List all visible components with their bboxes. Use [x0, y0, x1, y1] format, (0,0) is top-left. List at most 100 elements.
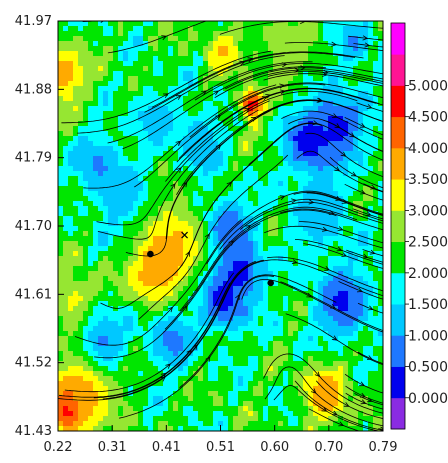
heatmap-cell [123, 231, 129, 237]
heatmap-cell [253, 146, 259, 152]
heatmap-cell [203, 216, 209, 222]
heatmap-cell [133, 381, 139, 387]
heatmap-cell [318, 391, 324, 397]
heatmap-cell [183, 366, 189, 372]
heatmap-cell [303, 221, 309, 227]
heatmap-cell [368, 271, 374, 277]
heatmap-cell [308, 196, 314, 202]
heatmap-cell [333, 231, 339, 237]
heatmap-cell [128, 86, 134, 92]
heatmap-cell [348, 41, 354, 47]
heatmap-cell [183, 161, 189, 167]
heatmap-cell [288, 311, 294, 317]
heatmap-cell [183, 361, 189, 367]
heatmap-cell [318, 346, 324, 352]
heatmap-cell [328, 191, 334, 197]
heatmap-cell [178, 261, 184, 267]
heatmap-cell [73, 166, 79, 172]
heatmap-cell [268, 356, 274, 362]
heatmap-cell [303, 401, 309, 407]
heatmap-cell [58, 301, 64, 307]
heatmap-cell [123, 221, 129, 227]
heatmap-cell [298, 131, 304, 137]
heatmap-cell [173, 336, 179, 342]
heatmap-cell [308, 291, 314, 297]
heatmap-cell [203, 166, 209, 172]
heatmap-cell [248, 351, 254, 357]
heatmap-cell [283, 121, 289, 127]
heatmap-cell [173, 36, 179, 42]
heatmap-cell [78, 311, 84, 317]
heatmap-cell [333, 106, 339, 112]
heatmap-cell [213, 226, 219, 232]
heatmap-cell [73, 26, 79, 32]
heatmap-cell [113, 246, 119, 252]
heatmap-cell [323, 211, 329, 217]
heatmap-cell [158, 241, 164, 247]
heatmap-cell [368, 191, 374, 197]
heatmap-cell [378, 121, 383, 127]
heatmap-cell [83, 161, 89, 167]
heatmap-cell [158, 81, 164, 87]
heatmap-cell [223, 166, 229, 172]
heatmap-cell [198, 186, 204, 192]
heatmap-cell [133, 361, 139, 367]
heatmap-cell [343, 31, 349, 37]
heatmap-cell [268, 141, 274, 147]
heatmap-cell [373, 331, 379, 337]
heatmap-cell [293, 156, 299, 162]
heatmap-cell [138, 326, 144, 332]
heatmap-cell [93, 256, 99, 262]
heatmap-cell [103, 316, 109, 322]
heatmap-cell [153, 151, 159, 157]
heatmap-cell [58, 361, 64, 367]
heatmap-cell [148, 301, 154, 307]
heatmap-cell [358, 261, 364, 267]
heatmap-cell [83, 206, 89, 212]
heatmap-cell [258, 46, 264, 52]
heatmap-cell [143, 106, 149, 112]
heatmap-cell [128, 26, 134, 32]
heatmap-cell [228, 276, 234, 282]
heatmap-cell [223, 211, 229, 217]
heatmap-cell [193, 136, 199, 142]
heatmap-cell [143, 46, 149, 52]
heatmap-cell [198, 51, 204, 57]
heatmap-cell [183, 261, 189, 267]
heatmap-cell [343, 171, 349, 177]
heatmap-cell [298, 321, 304, 327]
heatmap-cell [113, 116, 119, 122]
heatmap-cell [343, 56, 349, 62]
heatmap-cell [148, 391, 154, 397]
heatmap-cell [183, 136, 189, 142]
heatmap-cell [253, 131, 259, 137]
heatmap-cell [278, 96, 284, 102]
heatmap-cell [223, 36, 229, 42]
heatmap-cell [258, 56, 264, 62]
heatmap-cell [278, 231, 284, 237]
heatmap-cell [188, 281, 194, 287]
heatmap-cell [273, 86, 279, 92]
heatmap-cell [248, 311, 254, 317]
heatmap-cell [173, 216, 179, 222]
heatmap-cell [293, 271, 299, 277]
heatmap-cell [153, 206, 159, 212]
heatmap-cell [223, 336, 229, 342]
heatmap-cell [123, 41, 129, 47]
heatmap-cell [298, 151, 304, 157]
heatmap-cell [258, 271, 264, 277]
heatmap-cell [238, 101, 244, 107]
heatmap-cell [353, 301, 359, 307]
heatmap-cell [158, 61, 164, 67]
heatmap-cell [328, 116, 334, 122]
heatmap-cell [218, 321, 224, 327]
heatmap-cell [83, 26, 89, 32]
heatmap-cell [118, 246, 124, 252]
heatmap-cell [203, 336, 209, 342]
heatmap-cell [248, 266, 254, 272]
heatmap-cell [253, 366, 259, 372]
heatmap-cell [93, 401, 99, 407]
heatmap-cell [103, 271, 109, 277]
heatmap-cell [108, 111, 114, 117]
heatmap-cell [193, 311, 199, 317]
